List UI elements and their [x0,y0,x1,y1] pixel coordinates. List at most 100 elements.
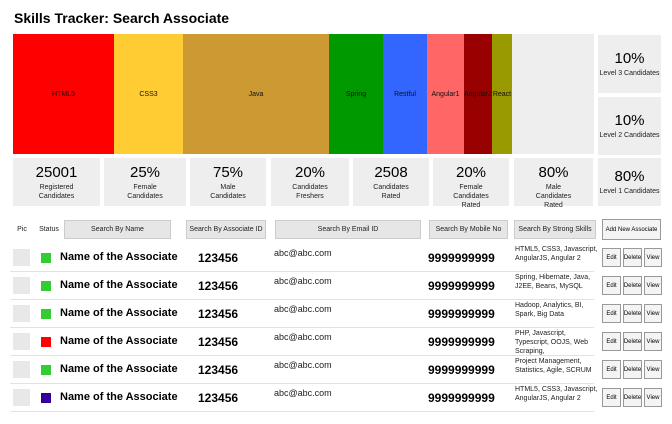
level-stat-card: 10% Level 2 Candidates [598,97,661,155]
view-button[interactable]: View [644,360,662,379]
skill-segment-other [511,34,594,154]
delete-button[interactable]: Delete [623,276,642,295]
status-indicator [41,365,51,375]
associate-name: Name of the Associate [60,335,178,347]
associate-name: Name of the Associate [60,279,178,291]
stat-label: Male Candidates Rated [535,184,572,209]
stat-label: Registered Candidates [38,184,75,200]
associate-picture [13,333,30,350]
skill-segment-css3: CSS3 [114,34,183,154]
row-divider [10,355,594,356]
associate-picture [13,305,30,322]
skill-segment-spring: Spring [329,34,383,154]
level-stat-value: 80% [614,168,645,185]
row-divider [10,299,594,300]
edit-button[interactable]: Edit [602,248,621,267]
delete-button[interactable]: Delete [623,332,642,351]
associate-id: 123456 [198,279,239,293]
associate-email: abc@abc.com [274,388,332,398]
associate-skills: HTML5, CSS3, Javascript, AngularJS, Angu… [515,386,598,402]
search-by-email-field[interactable]: Search By Email ID [275,220,421,239]
level-stat-card: 80% Level 1 Candidates [598,158,661,206]
associate-row[interactable]: Name of the Associate 123456 abc@abc.com 99… [10,357,594,383]
summary-stat-card: 80% Male Candidates Rated [514,158,593,209]
associate-picture [13,389,30,406]
delete-button[interactable]: Delete [623,360,642,379]
search-by-associate-id-field[interactable]: Search By Associate ID [186,220,266,239]
associate-name: Name of the Associate [60,363,178,375]
associate-skills: HTML5, CSS3, Javascript, AngularJS, Angu… [515,246,598,262]
summary-stat-card: 20% Candidates Freshers [271,158,349,206]
status-column-header: Status [39,226,59,233]
associate-email: abc@abc.com [274,248,332,258]
associate-picture [13,277,30,294]
delete-button[interactable]: Delete [623,304,642,323]
associate-row[interactable]: Name of the Associate 123456 abc@abc.com 99… [10,329,594,355]
stat-value: 75% [212,164,244,181]
associate-row[interactable]: Name of the Associate 123456 abc@abc.com 99… [10,385,597,411]
status-indicator [41,309,51,319]
row-divider [10,383,594,384]
status-indicator [41,393,51,403]
view-button[interactable]: View [644,248,662,267]
row-divider [10,411,594,412]
delete-button[interactable]: Delete [623,248,642,267]
view-button[interactable]: View [644,332,662,351]
level-stat-label: Level 3 Candidates [599,70,660,77]
stat-value: 20% [455,164,487,181]
stat-label: Female Candidates Rated [453,184,489,209]
edit-button[interactable]: Edit [602,332,621,351]
skill-segment-html5: HTML5 [13,34,114,154]
associate-picture [13,361,30,378]
associate-name: Name of the Associate [60,391,178,403]
associate-name: Name of the Associate [60,307,178,319]
summary-stat-card: 75% Male Candidates [190,158,266,206]
search-by-skills-field[interactable]: Search By Strong Skills [514,220,596,239]
edit-button[interactable]: Edit [602,276,621,295]
associate-id: 123456 [198,391,239,405]
view-button[interactable]: View [644,388,662,407]
stat-value: 20% [294,164,326,181]
associate-mobile: 9999999999 [428,251,495,265]
view-button[interactable]: View [644,276,662,295]
skill-segment-react: React [492,34,512,154]
associate-row[interactable]: Name of the Associate 123456 abc@abc.com 99… [10,301,594,327]
associate-email: abc@abc.com [274,276,332,286]
associate-row[interactable]: Name of the Associate 123456 abc@abc.com 99… [10,245,597,271]
associate-skills: PHP, Javascript, Typescript, OOJS, Web S… [515,330,589,355]
associate-id: 123456 [198,335,239,349]
stat-value: 25% [129,164,161,181]
stat-label: Male Candidates [210,184,246,200]
search-by-name-field[interactable]: Search By Name [64,220,171,239]
associate-id: 123456 [198,307,239,321]
edit-button[interactable]: Edit [602,388,621,407]
associate-email: abc@abc.com [274,360,332,370]
row-divider [10,327,594,328]
skill-segment-restful: Restful [383,34,427,154]
associate-mobile: 9999999999 [428,391,495,405]
search-by-mobile-field[interactable]: Search By Mobile No [429,220,508,239]
level-stat-value: 10% [614,50,645,67]
skills-distribution-chart: HTML5 CSS3 Java Spring Restful Angular1 Angula… [13,34,594,154]
skill-segment-angular1: Angular1 [427,34,464,154]
associate-mobile: 9999999999 [428,279,495,293]
row-divider [10,271,594,272]
add-new-associate-button[interactable]: Add New Associate [602,219,661,240]
edit-button[interactable]: Edit [602,304,621,323]
summary-stat-card: 20% Female Candidates Rated [433,158,509,209]
status-indicator [41,337,51,347]
stat-label: Candidates Rated [373,184,409,200]
delete-button[interactable]: Delete [623,388,642,407]
associate-row[interactable]: Name of the Associate 123456 abc@abc.com 99… [10,273,594,299]
skill-segment-angular2: Angular2 [464,34,492,154]
edit-button[interactable]: Edit [602,360,621,379]
level-stat-value: 10% [614,112,645,129]
view-button[interactable]: View [644,304,662,323]
level-stat-label: Level 1 Candidates [599,188,660,195]
page-title: Skills Tracker: Search Associate [14,10,230,26]
skill-segment-java: Java [183,34,329,154]
status-indicator [41,253,51,263]
associate-skills: Project Management, Statistics, Agile, S… [515,358,592,374]
stat-value: 80% [538,164,569,181]
associate-mobile: 9999999999 [428,335,495,349]
